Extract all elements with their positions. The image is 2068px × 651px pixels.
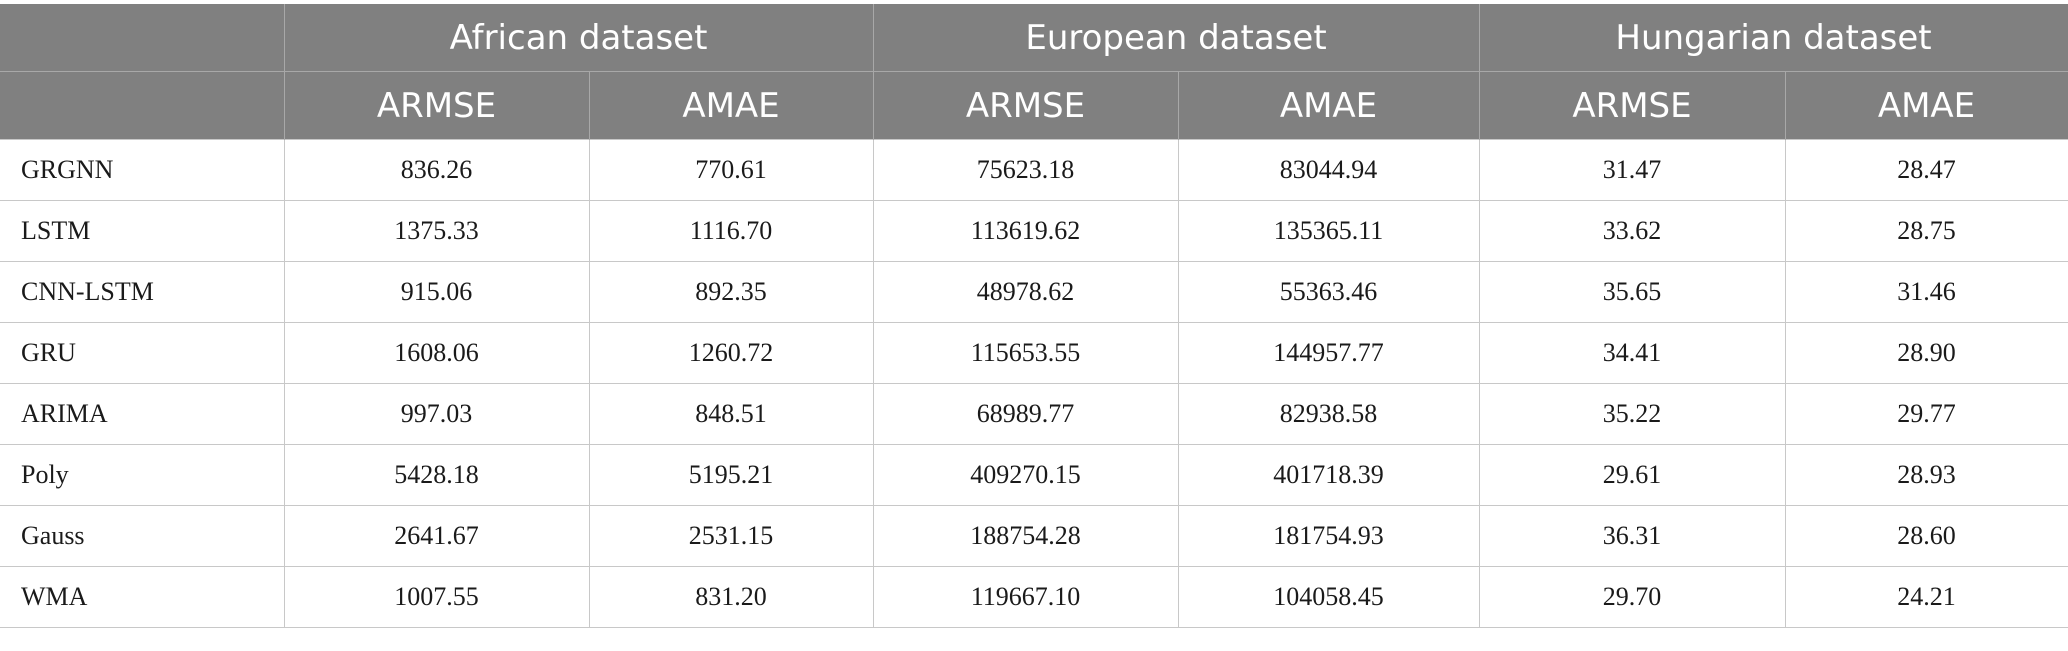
dataset-group-row: African dataset European dataset Hungari…	[0, 4, 2068, 72]
value-cell: 28.47	[1784, 139, 2068, 201]
value-cell: 1260.72	[588, 322, 874, 384]
metric-header-hungarian-amae: AMAE	[1784, 71, 2068, 140]
value-cell: 119667.10	[872, 566, 1179, 628]
value-cell: 2531.15	[588, 505, 874, 567]
value-cell: 35.22	[1478, 383, 1786, 445]
table-row: WMA 1007.55 831.20 119667.10 104058.45 2…	[0, 566, 2068, 628]
method-name: LSTM	[0, 200, 285, 262]
value-cell: 1608.06	[283, 322, 590, 384]
value-cell: 113619.62	[872, 200, 1179, 262]
value-cell: 29.77	[1784, 383, 2068, 445]
metric-header-hungarian-armse: ARMSE	[1478, 71, 1786, 140]
value-cell: 82938.58	[1177, 383, 1480, 445]
value-cell: 836.26	[283, 139, 590, 201]
metric-header-african-amae: AMAE	[588, 71, 874, 140]
metric-header-european-armse: ARMSE	[872, 71, 1179, 140]
value-cell: 28.90	[1784, 322, 2068, 384]
value-cell: 55363.46	[1177, 261, 1480, 323]
value-cell: 29.61	[1478, 444, 1786, 506]
method-name: ARIMA	[0, 383, 285, 445]
value-cell: 831.20	[588, 566, 874, 628]
value-cell: 892.35	[588, 261, 874, 323]
value-cell: 770.61	[588, 139, 874, 201]
table-row: GRGNN 836.26 770.61 75623.18 83044.94 31…	[0, 139, 2068, 201]
value-cell: 31.46	[1784, 261, 2068, 323]
table-row: ARIMA 997.03 848.51 68989.77 82938.58 35…	[0, 383, 2068, 445]
value-cell: 997.03	[283, 383, 590, 445]
method-name: WMA	[0, 566, 285, 628]
table-row: GRU 1608.06 1260.72 115653.55 144957.77 …	[0, 322, 2068, 384]
group-header-european: European dataset	[872, 4, 1480, 72]
value-cell: 5428.18	[283, 444, 590, 506]
value-cell: 33.62	[1478, 200, 1786, 262]
method-name: Poly	[0, 444, 285, 506]
table-header: African dataset European dataset Hungari…	[0, 4, 2068, 140]
table-row: Gauss 2641.67 2531.15 188754.28 181754.9…	[0, 505, 2068, 567]
value-cell: 409270.15	[872, 444, 1179, 506]
method-name: GRU	[0, 322, 285, 384]
value-cell: 1116.70	[588, 200, 874, 262]
value-cell: 181754.93	[1177, 505, 1480, 567]
value-cell: 24.21	[1784, 566, 2068, 628]
value-cell: 144957.77	[1177, 322, 1480, 384]
table-row: LSTM 1375.33 1116.70 113619.62 135365.11…	[0, 200, 2068, 262]
method-name: GRGNN	[0, 139, 285, 201]
value-cell: 83044.94	[1177, 139, 1480, 201]
value-cell: 401718.39	[1177, 444, 1480, 506]
metric-header-european-amae: AMAE	[1177, 71, 1480, 140]
metric-header-row: ARMSE AMAE ARMSE AMAE ARMSE AMAE	[0, 71, 2068, 140]
value-cell: 68989.77	[872, 383, 1179, 445]
value-cell: 28.60	[1784, 505, 2068, 567]
value-cell: 29.70	[1478, 566, 1786, 628]
method-name: Gauss	[0, 505, 285, 567]
group-header-african: African dataset	[283, 4, 874, 72]
value-cell: 48978.62	[872, 261, 1179, 323]
value-cell: 915.06	[283, 261, 590, 323]
value-cell: 28.75	[1784, 200, 2068, 262]
value-cell: 1375.33	[283, 200, 590, 262]
table-row: CNN-LSTM 915.06 892.35 48978.62 55363.46…	[0, 261, 2068, 323]
table-row: Poly 5428.18 5195.21 409270.15 401718.39…	[0, 444, 2068, 506]
value-cell: 75623.18	[872, 139, 1179, 201]
value-cell: 188754.28	[872, 505, 1179, 567]
value-cell: 2641.67	[283, 505, 590, 567]
value-cell: 34.41	[1478, 322, 1786, 384]
header-corner-cell	[0, 4, 285, 72]
value-cell: 36.31	[1478, 505, 1786, 567]
value-cell: 115653.55	[872, 322, 1179, 384]
value-cell: 28.93	[1784, 444, 2068, 506]
metric-header-african-armse: ARMSE	[283, 71, 590, 140]
group-header-hungarian: Hungarian dataset	[1478, 4, 2068, 72]
table-body: GRGNN 836.26 770.61 75623.18 83044.94 31…	[0, 139, 2068, 628]
results-table: African dataset European dataset Hungari…	[0, 4, 2068, 628]
value-cell: 848.51	[588, 383, 874, 445]
value-cell: 1007.55	[283, 566, 590, 628]
value-cell: 135365.11	[1177, 200, 1480, 262]
value-cell: 31.47	[1478, 139, 1786, 201]
value-cell: 5195.21	[588, 444, 874, 506]
method-name: CNN-LSTM	[0, 261, 285, 323]
metric-corner-cell	[0, 71, 285, 140]
value-cell: 104058.45	[1177, 566, 1480, 628]
value-cell: 35.65	[1478, 261, 1786, 323]
